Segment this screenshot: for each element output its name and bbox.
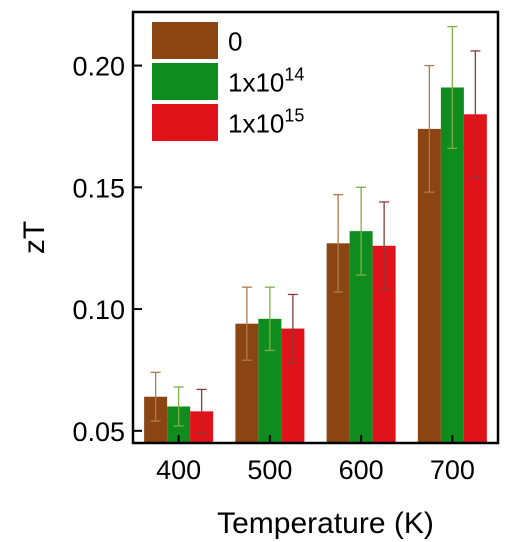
- x-tick-label-700: 700: [430, 455, 475, 485]
- bar-500-series-0: [235, 323, 259, 443]
- legend-label-series-2: 1x1015: [228, 106, 304, 139]
- bar-600-series-2: [372, 245, 396, 443]
- y-tick-label-0.20: 0.20: [72, 52, 125, 82]
- error-bar-400-series-0: [150, 371, 161, 422]
- plot-frame: [131, 10, 500, 445]
- bar-500-series-2: [281, 328, 305, 443]
- bar-700-series-1: [440, 87, 464, 444]
- error-bar-500-series-0: [241, 286, 252, 361]
- error-bar-500-series-1: [264, 286, 275, 352]
- x-tick-label-500: 500: [247, 455, 292, 485]
- legend-label-series-1: 1x1014: [228, 65, 304, 98]
- error-bar-600-series-2: [379, 201, 390, 291]
- legend-label-series-0: 0: [228, 27, 242, 57]
- y-tick-label-0.10: 0.10: [72, 295, 125, 325]
- y-axis-title: zT: [18, 221, 51, 254]
- bar-500-series-1: [258, 318, 282, 443]
- bar-700-series-0: [417, 128, 441, 444]
- bar-600-series-0: [326, 243, 350, 443]
- legend-swatch-series-2: [152, 104, 218, 141]
- y-tick-label-0.15: 0.15: [72, 173, 125, 203]
- x-axis-title: Temperature (K): [217, 507, 434, 540]
- error-bar-700-series-0: [424, 64, 435, 193]
- bar-600-series-1: [349, 231, 373, 443]
- error-bar-600-series-1: [356, 186, 367, 276]
- error-bar-400-series-1: [173, 386, 184, 427]
- x-tick-label-400: 400: [156, 455, 201, 485]
- y-tick-label-0.05: 0.05: [72, 417, 125, 447]
- error-bar-700-series-2: [470, 50, 481, 179]
- error-bar-600-series-0: [333, 193, 344, 293]
- error-bar-400-series-2: [196, 388, 207, 434]
- legend-swatch-series-0: [152, 22, 218, 59]
- bar-700-series-2: [463, 114, 487, 444]
- error-bar-700-series-1: [447, 25, 458, 150]
- error-bar-500-series-2: [287, 293, 298, 364]
- legend-swatch-series-1: [152, 63, 218, 100]
- x-tick-label-600: 600: [339, 455, 384, 485]
